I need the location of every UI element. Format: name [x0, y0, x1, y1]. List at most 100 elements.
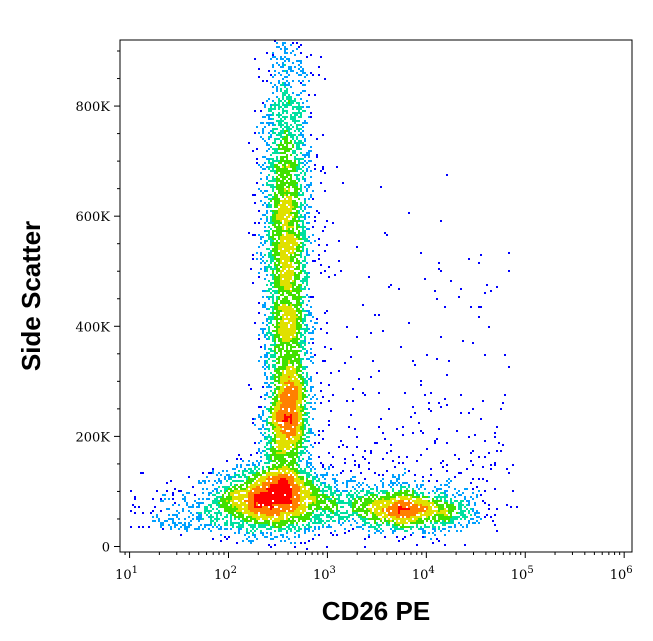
- scatter-point: [302, 222, 304, 224]
- scatter-point: [412, 506, 414, 508]
- scatter-point: [280, 306, 282, 308]
- scatter-point: [280, 212, 282, 214]
- scatter-point: [240, 528, 242, 530]
- scatter-point: [296, 386, 298, 388]
- scatter-point: [294, 468, 296, 470]
- scatter-point: [286, 516, 288, 518]
- scatter-point: [266, 270, 268, 272]
- scatter-point: [298, 260, 300, 262]
- scatter-point: [462, 526, 464, 528]
- scatter-point: [314, 408, 316, 410]
- scatter-point: [286, 486, 288, 488]
- scatter-point: [380, 508, 382, 510]
- scatter-point: [248, 232, 250, 234]
- scatter-point: [256, 126, 258, 128]
- scatter-point: [278, 230, 280, 232]
- scatter-point: [254, 534, 256, 536]
- scatter-point: [282, 94, 284, 96]
- scatter-point: [428, 516, 430, 518]
- scatter-point: [360, 500, 362, 502]
- scatter-point: [288, 228, 290, 230]
- scatter-point: [428, 504, 430, 506]
- scatter-point: [298, 458, 300, 460]
- scatter-point: [266, 376, 268, 378]
- scatter-point: [252, 150, 254, 152]
- scatter-point: [278, 192, 280, 194]
- scatter-point: [282, 256, 284, 258]
- scatter-point: [304, 122, 306, 124]
- scatter-point: [272, 248, 274, 250]
- scatter-point: [288, 362, 290, 364]
- scatter-point: [288, 320, 290, 322]
- scatter-point: [292, 126, 294, 128]
- scatter-point: [300, 188, 302, 190]
- scatter-point: [296, 478, 298, 480]
- scatter-point: [314, 502, 316, 504]
- scatter-point: [274, 268, 276, 270]
- scatter-point: [324, 484, 326, 486]
- scatter-point: [266, 522, 268, 524]
- scatter-point: [474, 504, 476, 506]
- scatter-point: [248, 490, 250, 492]
- scatter-point: [224, 488, 226, 490]
- scatter-point: [424, 526, 426, 528]
- scatter-point: [298, 494, 300, 496]
- scatter-point: [284, 402, 286, 404]
- scatter-point: [274, 502, 276, 504]
- scatter-point: [394, 510, 396, 512]
- scatter-point: [388, 506, 390, 508]
- scatter-point: [238, 518, 240, 520]
- scatter-point: [450, 508, 452, 510]
- scatter-point: [312, 190, 314, 192]
- scatter-point: [288, 456, 290, 458]
- scatter-point: [292, 272, 294, 274]
- scatter-point: [278, 346, 280, 348]
- scatter-point: [196, 502, 198, 504]
- scatter-point: [332, 512, 334, 514]
- scatter-point: [234, 502, 236, 504]
- scatter-point: [282, 310, 284, 312]
- scatter-point: [258, 510, 260, 512]
- scatter-point: [312, 250, 314, 252]
- scatter-point: [440, 484, 442, 486]
- scatter-point: [276, 358, 278, 360]
- scatter-point: [284, 202, 286, 204]
- scatter-point: [246, 528, 248, 530]
- scatter-point: [286, 414, 288, 416]
- scatter-point: [276, 310, 278, 312]
- scatter-point: [288, 94, 290, 96]
- scatter-point: [384, 512, 386, 514]
- scatter-point: [264, 488, 266, 490]
- scatter-point: [246, 482, 248, 484]
- scatter-point: [198, 514, 200, 516]
- scatter-point: [290, 166, 292, 168]
- scatter-point: [278, 406, 280, 408]
- scatter-point: [304, 264, 306, 266]
- scatter-point: [302, 422, 304, 424]
- scatter-point: [352, 476, 354, 478]
- scatter-point: [300, 500, 302, 502]
- scatter-point: [294, 426, 296, 428]
- scatter-point: [378, 508, 380, 510]
- scatter-point: [288, 368, 290, 370]
- scatter-point: [278, 404, 280, 406]
- scatter-point: [300, 358, 302, 360]
- scatter-point: [280, 208, 282, 210]
- scatter-point: [450, 512, 452, 514]
- scatter-point: [264, 374, 266, 376]
- scatter-point: [272, 506, 274, 508]
- scatter-point: [400, 522, 402, 524]
- scatter-point: [390, 516, 392, 518]
- scatter-point: [232, 502, 234, 504]
- scatter-point: [300, 426, 302, 428]
- scatter-point: [324, 250, 326, 252]
- scatter-point: [278, 236, 280, 238]
- scatter-point: [270, 478, 272, 480]
- scatter-point: [270, 282, 272, 284]
- scatter-point: [288, 178, 290, 180]
- scatter-point: [278, 526, 280, 528]
- scatter-point: [288, 444, 290, 446]
- scatter-point: [298, 316, 300, 318]
- scatter-point: [300, 208, 302, 210]
- scatter-point: [300, 202, 302, 204]
